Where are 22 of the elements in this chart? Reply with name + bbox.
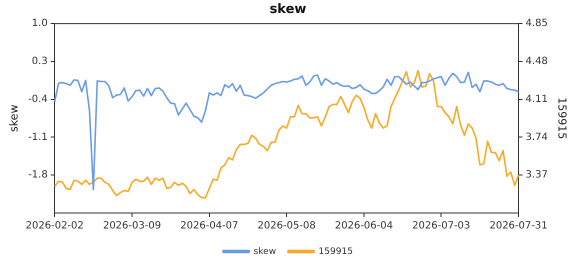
x-tick-label: 2026-07-31: [489, 220, 548, 232]
y-tick-label: -1.8: [28, 170, 48, 181]
x-tick-label: 2026-06-04: [334, 220, 393, 232]
y2-tick-label: 3.37: [526, 170, 548, 181]
x-tick-label: 2026-03-09: [102, 220, 162, 232]
y2-tick-label: 4.48: [526, 56, 548, 68]
x-tick-label: 2026-05-08: [258, 220, 316, 232]
y2-tick-label: 4.85: [526, 18, 548, 30]
y2-tick-label: 3.74: [526, 132, 548, 143]
y-tick-label: -0.4: [28, 94, 48, 105]
y-tick-label: -1.1: [28, 132, 48, 143]
y-axis-title: skew: [7, 104, 20, 132]
legend-label: 159915: [318, 246, 353, 257]
y2-axis-title: 159915: [556, 97, 569, 140]
x-tick-label: 2026-02-02: [26, 220, 84, 232]
chart-title: skew: [270, 2, 306, 18]
x-tick-label: 2026-04-07: [180, 220, 238, 232]
y-tick-label: 0.3: [32, 56, 48, 68]
x-tick-label: 2026-07-03: [412, 220, 470, 232]
y-tick-label: 1.0: [32, 18, 48, 30]
legend-label: skew: [254, 246, 276, 257]
y2-tick-label: 4.11: [526, 94, 548, 105]
